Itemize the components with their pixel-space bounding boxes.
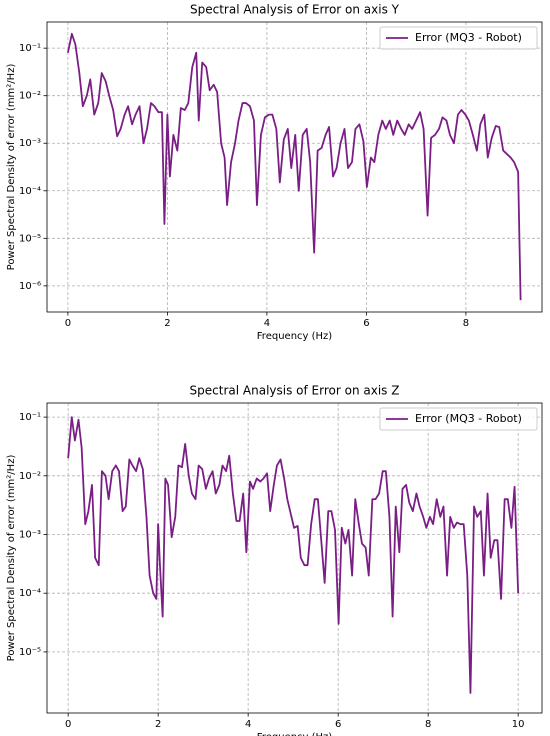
plot-frame: [46, 21, 543, 313]
x-tick-label: 2: [155, 719, 161, 730]
legend: Error (MQ3 - Robot): [379, 26, 538, 50]
y-axis-label: Power Spectral Density of error (mm²/Hz): [6, 455, 17, 662]
y-tick-label: 10⁻²: [19, 91, 41, 102]
x-axis-label: Frequency (Hz): [257, 331, 333, 342]
y-tick-label: 10⁻²: [19, 471, 41, 482]
legend-label: Error (MQ3 - Robot): [415, 412, 522, 425]
y-tick-label: 10⁻⁴: [19, 588, 41, 599]
legend: Error (MQ3 - Robot): [379, 407, 538, 431]
data-line: [67, 416, 520, 694]
subplot: Spectral Analysis of Error on axis Z Freq…: [6, 384, 543, 736]
x-tick-label: 2: [164, 318, 170, 329]
plot-frame: [46, 402, 543, 714]
x-tick-label: 10: [512, 719, 525, 730]
y-tick-label: 10⁻⁴: [19, 186, 41, 197]
chart-title: Spectral Analysis of Error on axis Y: [190, 3, 400, 17]
y-tick-label: 10⁻¹: [19, 412, 41, 423]
y-tick-label: 10⁻⁶: [19, 281, 41, 292]
y-axis-label: Power Spectral Density of error (mm²/Hz): [6, 64, 17, 271]
x-tick-label: 4: [245, 719, 251, 730]
y-tick-label: 10⁻⁵: [19, 647, 41, 658]
x-tick-label: 0: [65, 719, 71, 730]
subplot: Spectral Analysis of Error on axis Y Freq…: [6, 3, 543, 342]
legend-box: [379, 26, 538, 50]
y-tick-label: 10⁻³: [19, 530, 41, 541]
x-tick-label: 4: [264, 318, 270, 329]
x-axis-label: Frequency (Hz): [257, 732, 333, 736]
x-tick-label: 8: [463, 318, 469, 329]
legend-label: Error (MQ3 - Robot): [415, 31, 522, 44]
chart-title: Spectral Analysis of Error on axis Z: [190, 384, 400, 398]
y-tick-label: 10⁻³: [19, 138, 41, 149]
x-tick-label: 8: [425, 719, 431, 730]
y-tick-label: 10⁻⁵: [19, 233, 41, 244]
x-tick-label: 0: [65, 318, 71, 329]
x-tick-label: 6: [363, 318, 369, 329]
x-tick-label: 6: [335, 719, 341, 730]
legend-box: [379, 407, 538, 431]
y-tick-label: 10⁻¹: [19, 43, 41, 54]
data-line: [67, 32, 522, 301]
